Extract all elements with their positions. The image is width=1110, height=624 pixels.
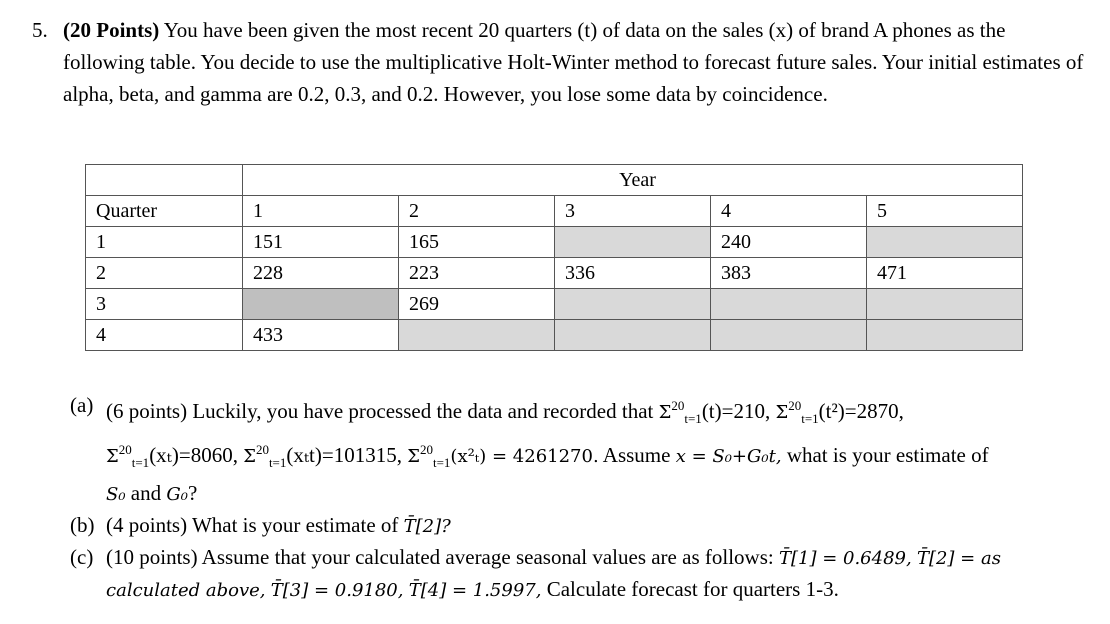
missing-cell (710, 288, 867, 320)
sum-upper: 20 (419, 442, 433, 458)
table-row: 2 228 223 336 383 471 (85, 257, 1023, 289)
model-equation: x = S₀+G₀t, (675, 446, 782, 468)
sum-upper: 20 (671, 398, 685, 413)
sum-x2: (x²ₜ) = 4261270. (450, 446, 599, 468)
sum-lower: t=1 (131, 455, 150, 471)
table-corner-cell (85, 164, 243, 196)
sum-lower: t=1 (268, 455, 287, 471)
missing-cell (554, 319, 711, 351)
part-c-tail: Calculate forecast for quarters 1-3. (546, 577, 839, 602)
part-a-tail: what is your estimate of (786, 443, 989, 468)
sales-table: Year Quarter 1 2 3 4 5 1 151 165 240 2 2… (85, 164, 1023, 351)
sum-symbol: Σ (407, 446, 420, 468)
assume-word: Assume (602, 443, 671, 468)
t1-value: T̄[1] = 0.6489, (778, 548, 912, 570)
sum-lower: t=1 (801, 411, 819, 427)
sales-cell: 240 (710, 226, 867, 258)
part-a: (a) (6 points) Luckily, you have process… (70, 390, 1100, 510)
sum-symbol: Σ (775, 402, 789, 423)
and-word: and (130, 481, 162, 506)
missing-cell (866, 319, 1023, 351)
sum-xt: (xₜt)=101315, (286, 443, 402, 468)
t4-value: T̄[4] = 1.5997, (408, 580, 542, 602)
part-a-intro: (6 points) Luckily, you have processed t… (106, 399, 654, 423)
sum-symbol: Σ (106, 446, 119, 468)
sum-t2: (t²)=2870, (818, 399, 904, 423)
missing-cell (866, 288, 1023, 320)
part-b-label: (b) (70, 513, 95, 538)
missing-cell (554, 226, 711, 258)
sum-upper: 20 (255, 442, 269, 458)
sales-cell: 223 (398, 257, 555, 289)
sales-cell: 151 (242, 226, 399, 258)
sum-lower: t=1 (432, 455, 451, 471)
quarter-label: 1 (85, 226, 243, 258)
t3-value: T̄[3] = 0.9180, (270, 580, 404, 602)
part-b-text: (4 points) What is your estimate of (106, 513, 399, 538)
table-row: 4 433 (85, 319, 1023, 351)
sub-questions: (a) (6 points) Luckily, you have process… (70, 390, 1100, 606)
quarter-label: 3 (85, 288, 243, 320)
part-a-qmark: ? (187, 481, 198, 506)
year-label: 2 (398, 195, 555, 227)
sales-cell: 165 (398, 226, 555, 258)
year-label: 4 (710, 195, 867, 227)
sales-cell: 228 (242, 257, 399, 289)
part-b: (b) (4 points) What is your estimate of … (70, 510, 1100, 542)
g0-symbol: G₀ (166, 484, 188, 506)
missing-cell (710, 319, 867, 351)
sum-upper: 20 (788, 398, 802, 413)
table-row: 1 151 165 240 (85, 226, 1023, 258)
question-number: 5. (32, 18, 48, 42)
sum-symbol: Σ (658, 402, 672, 423)
question-points: (20 Points) (63, 18, 160, 42)
year-header: Year (242, 164, 1023, 196)
sales-cell: 433 (242, 319, 399, 351)
quarter-label: 4 (85, 319, 243, 351)
part-a-label: (a) (70, 393, 94, 417)
quarter-header: Quarter (85, 195, 243, 227)
year-label: 3 (554, 195, 711, 227)
quarter-label: 2 (85, 257, 243, 289)
question-body: You have been given the most recent 20 q… (63, 18, 1084, 106)
sales-cell: 336 (554, 257, 711, 289)
part-c-text: (10 points) Assume that your calculated … (106, 545, 774, 570)
question-text: (20 Points) You have been given the most… (63, 14, 1092, 110)
missing-cell (866, 226, 1023, 258)
missing-cell (554, 288, 711, 320)
sales-cell: 471 (866, 257, 1023, 289)
table-header-row: Year (85, 164, 1023, 196)
s0-symbol: S₀ (106, 484, 126, 506)
table-row: Quarter 1 2 3 4 5 (85, 195, 1023, 227)
sum-x: (xₜ)=8060, (149, 443, 238, 468)
year-label: 5 (866, 195, 1023, 227)
table-row: 3 269 (85, 288, 1023, 320)
missing-cell (398, 319, 555, 351)
sales-cell: 269 (398, 288, 555, 320)
sum-t: (t)=210, (701, 399, 771, 423)
t2-value: T̄[2] = as calculated above, (106, 548, 1001, 602)
sum-lower: t=1 (684, 411, 702, 427)
question-block: 5. (20 Points) You have been given the m… (32, 14, 1092, 110)
sales-cell: 383 (710, 257, 867, 289)
year-label: 1 (242, 195, 399, 227)
sum-symbol: Σ (243, 446, 256, 468)
part-c: (c) (10 points) Assume that your calcula… (70, 542, 1100, 606)
t2-symbol: T̄[2]? (403, 516, 451, 538)
missing-cell (242, 288, 399, 320)
sum-upper: 20 (118, 442, 132, 458)
part-c-label: (c) (70, 545, 94, 570)
